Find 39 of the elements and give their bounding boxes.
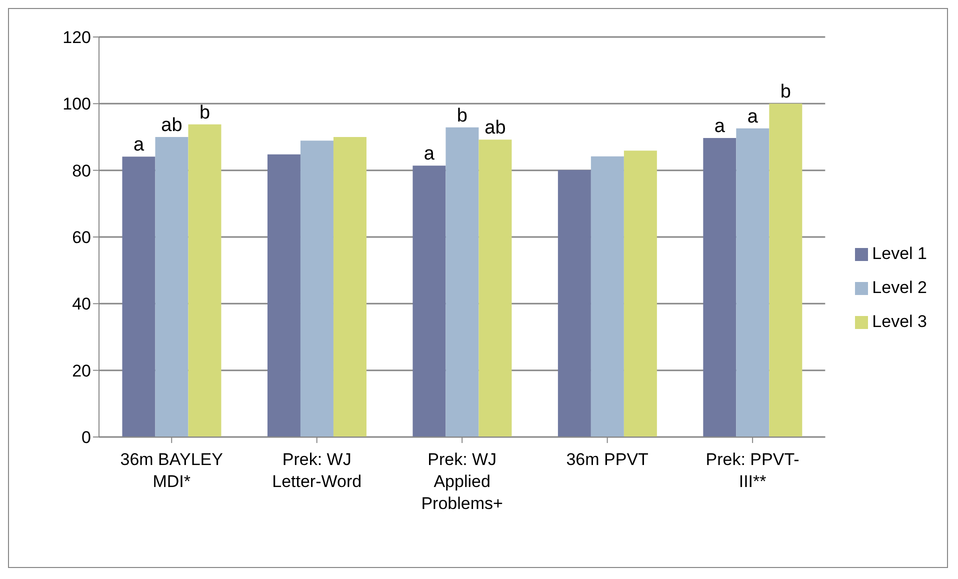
bar (590, 156, 624, 437)
bar (155, 137, 188, 437)
bar (122, 156, 156, 437)
legend-label: Level 1 (872, 244, 927, 263)
bar (703, 138, 736, 437)
x-tick-label: 36m PPVT (566, 450, 648, 469)
bar (333, 137, 366, 437)
data-label: a (714, 116, 726, 137)
data-label: a (747, 106, 758, 128)
bar (769, 104, 802, 437)
data-label: b (456, 105, 468, 126)
bar (478, 140, 512, 437)
y-tick-label: 40 (72, 294, 91, 314)
bar (188, 124, 222, 437)
x-tick-label: Prek: WJ Applied Problems+ (421, 450, 504, 513)
y-tick-label: 0 (82, 428, 91, 448)
y-tick-label: 120 (62, 28, 91, 48)
x-tick-label: 36m BAYLEY MDI* (120, 450, 223, 491)
data-label: b (780, 82, 791, 103)
bar (558, 170, 591, 437)
y-tick-label: 100 (62, 94, 91, 114)
bar (624, 150, 657, 437)
data-label: a (133, 134, 144, 156)
legend-label: Level 2 (872, 278, 927, 297)
x-tick-label: Prek: WJ Letter-Word (272, 450, 362, 491)
bar (412, 166, 446, 437)
bar (446, 127, 479, 437)
data-label: ab (161, 115, 182, 136)
x-tick-label: Prek: PPVT-III** (706, 450, 800, 491)
y-tick-label: 60 (72, 228, 91, 248)
bar (736, 128, 770, 437)
data-label: ab (484, 118, 506, 139)
data-label: b (199, 102, 210, 124)
bar (300, 140, 334, 437)
data-label: a (424, 144, 435, 165)
bar (267, 154, 300, 437)
legend-label: Level 3 (872, 312, 927, 331)
y-tick-label: 80 (72, 161, 91, 180)
y-tick-label: 20 (72, 361, 91, 380)
